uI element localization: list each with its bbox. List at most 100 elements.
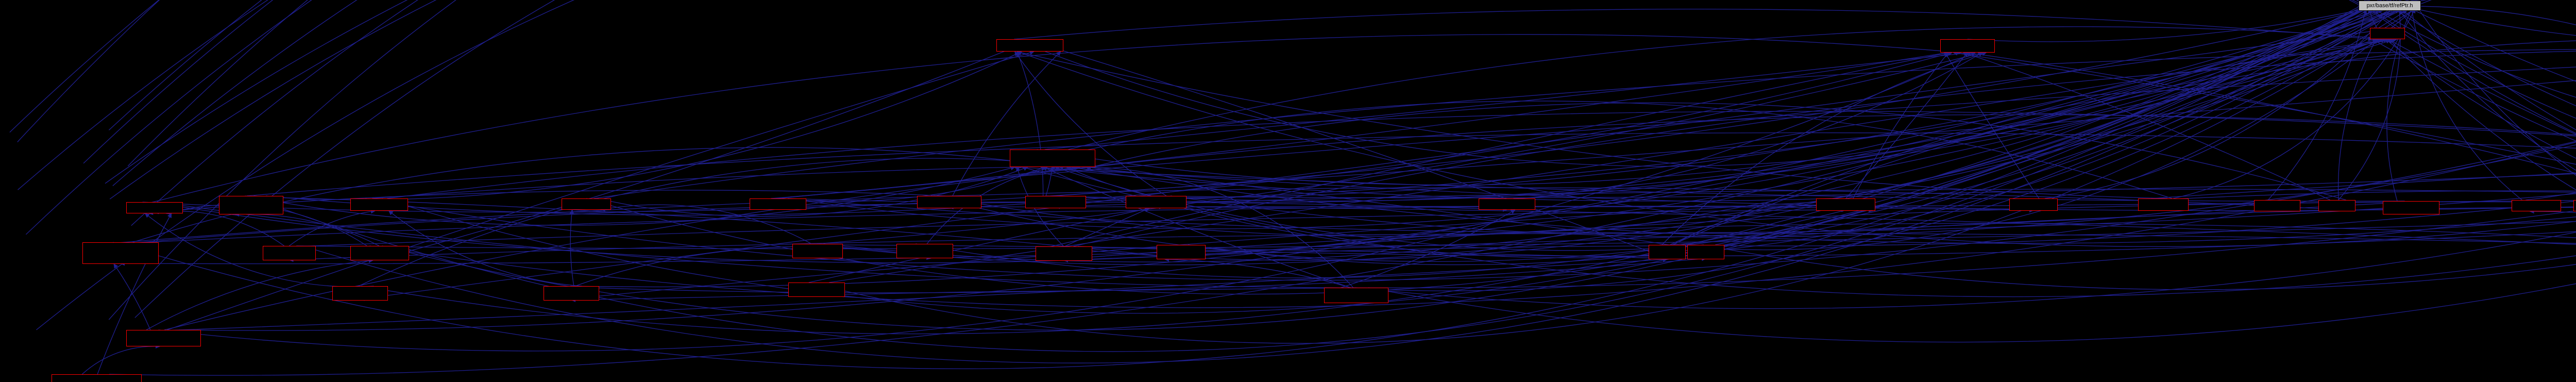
graph-root-node[interactable]: pxr/base/tf/refPtr.h bbox=[2359, 1, 2421, 11]
graph-node[interactable] bbox=[788, 283, 845, 297]
graph-edge bbox=[2388, 39, 2576, 191]
graph-edge bbox=[1702, 244, 2576, 290]
graph-edge bbox=[1164, 257, 1351, 288]
graph-edge bbox=[1063, 245, 1668, 263]
graph-node[interactable] bbox=[219, 196, 283, 214]
graph-edge bbox=[302, 6, 2396, 363]
graph-node[interactable] bbox=[2370, 28, 2405, 39]
graph-edge bbox=[1953, 51, 2576, 165]
graph-edge bbox=[1045, 4, 2417, 198]
graph-edge bbox=[2529, 209, 2576, 214]
graph-node[interactable] bbox=[332, 286, 388, 301]
graph-edge bbox=[36, 0, 2385, 330]
graph-node[interactable] bbox=[2254, 200, 2300, 211]
graph-node[interactable] bbox=[544, 286, 599, 301]
graph-edge bbox=[597, 166, 1028, 217]
graph-edge bbox=[81, 344, 160, 375]
graph-edge bbox=[1016, 101, 2173, 199]
graph-edge bbox=[369, 142, 2576, 308]
graph-node[interactable] bbox=[52, 374, 142, 382]
graph-node[interactable] bbox=[750, 198, 806, 210]
graph-edge bbox=[594, 49, 2576, 199]
graph-node[interactable] bbox=[792, 244, 843, 258]
graph-node[interactable] bbox=[917, 196, 981, 208]
graph-node[interactable] bbox=[1687, 245, 1724, 259]
graph-edge bbox=[2409, 3, 2522, 201]
graph-edge bbox=[1042, 167, 1351, 288]
graph-edge bbox=[134, 0, 2363, 318]
graph-edge bbox=[158, 52, 1976, 352]
graph-edge bbox=[2267, 9, 2367, 201]
graph-node[interactable] bbox=[2138, 198, 2189, 211]
graph-edge bbox=[1013, 3, 2399, 167]
graph-node[interactable] bbox=[1126, 196, 1187, 208]
graph-edge bbox=[245, 165, 1015, 226]
graph-node[interactable] bbox=[1649, 245, 1686, 259]
graph-node[interactable] bbox=[350, 246, 409, 260]
graph-edge bbox=[1671, 40, 2576, 245]
graph-edge bbox=[164, 114, 2576, 330]
graph-edge bbox=[2367, 5, 2576, 98]
graph-edge bbox=[1845, 52, 1968, 199]
graph-node[interactable] bbox=[2009, 198, 2058, 211]
graph-edge bbox=[806, 38, 2380, 265]
graph-edge bbox=[1077, 231, 2576, 257]
graph-edge bbox=[1029, 40, 1668, 259]
graph-edge bbox=[152, 34, 1962, 203]
graph-edge bbox=[2151, 172, 2576, 199]
graph-edge bbox=[1037, 9, 2383, 186]
graph-edge bbox=[146, 258, 374, 330]
graph-edge bbox=[1073, 51, 2576, 247]
graph-node[interactable] bbox=[1010, 150, 1095, 167]
graph-edge bbox=[289, 232, 2576, 262]
graph-edge bbox=[1967, 3, 2384, 42]
graph-node[interactable] bbox=[2383, 201, 2439, 214]
graph-node[interactable] bbox=[1816, 198, 1875, 211]
graph-edge bbox=[2401, 9, 2576, 130]
graph-node[interactable] bbox=[1479, 198, 1535, 210]
graph-edge bbox=[120, 202, 1507, 245]
graph-node[interactable] bbox=[82, 242, 159, 264]
graph-node[interactable] bbox=[1324, 288, 1388, 303]
graph-edge bbox=[97, 213, 172, 375]
graph-node[interactable] bbox=[350, 198, 408, 211]
graph-node[interactable] bbox=[126, 202, 183, 213]
graph-edge bbox=[1354, 231, 2576, 309]
graph-edge bbox=[246, 132, 2576, 196]
graph-node[interactable] bbox=[2573, 200, 2576, 211]
graph-edge bbox=[2371, 39, 2576, 142]
graph-edge bbox=[296, 221, 2576, 250]
graph-node[interactable] bbox=[263, 246, 316, 260]
graph-node[interactable] bbox=[1157, 245, 1206, 259]
graph-edge bbox=[2385, 39, 2576, 159]
graph-node[interactable] bbox=[2512, 200, 2561, 211]
graph-node[interactable] bbox=[126, 330, 201, 346]
graph-edge bbox=[1670, 207, 2576, 245]
graph-edge bbox=[1345, 9, 2408, 291]
graph-edge bbox=[387, 111, 2576, 199]
graph-edge bbox=[1059, 38, 2384, 203]
graph-edge bbox=[1064, 208, 1150, 247]
graph-edge bbox=[265, 51, 1953, 215]
graph-node[interactable] bbox=[562, 198, 611, 210]
graph-node[interactable] bbox=[996, 39, 1063, 52]
graph-edge bbox=[569, 209, 574, 287]
graph-node[interactable] bbox=[1025, 196, 1086, 208]
graph-edge bbox=[159, 202, 2576, 289]
graph-node[interactable] bbox=[1036, 246, 1092, 261]
graph-edge bbox=[1665, 7, 2416, 251]
graph-edge bbox=[1368, 283, 2576, 343]
graph-node[interactable] bbox=[896, 244, 953, 258]
graph-node[interactable] bbox=[2318, 200, 2355, 211]
graph-edge bbox=[365, 141, 2576, 281]
graph-edge bbox=[1084, 165, 1670, 245]
graph-edge bbox=[1055, 189, 2576, 209]
graph-node[interactable] bbox=[1940, 39, 1995, 53]
graph-edge bbox=[1014, 9, 2373, 41]
graph-edge bbox=[571, 256, 1706, 293]
graph-edge bbox=[2365, 6, 2576, 119]
graph-edge bbox=[379, 40, 1030, 260]
graph-edge bbox=[120, 206, 2034, 244]
